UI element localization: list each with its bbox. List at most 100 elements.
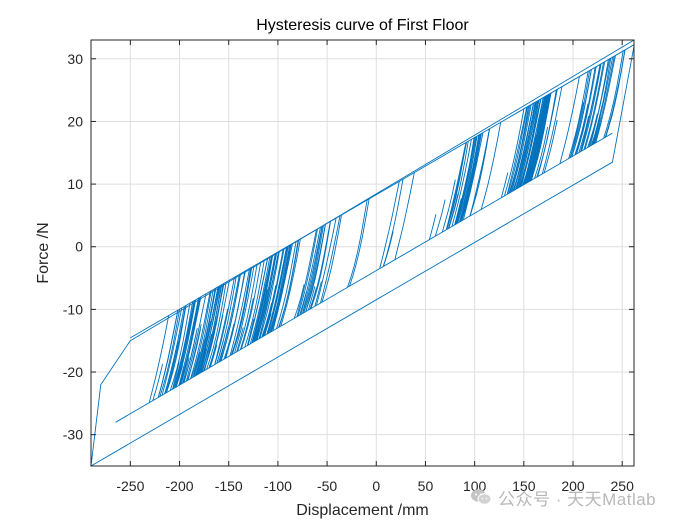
loop-branch xyxy=(605,84,620,138)
x-axis-title: Displacement /mm xyxy=(296,502,428,519)
y-tick-labels: -30 -20 -10 0 10 20 30 xyxy=(63,51,83,443)
loop-branch xyxy=(462,132,484,220)
loop-branch xyxy=(595,55,616,143)
x-tick-label: 0 xyxy=(372,478,380,494)
loop-branch xyxy=(178,298,199,386)
watermark: 公众号 · 天天Matlab xyxy=(470,484,656,510)
x-tick-label: 50 xyxy=(418,478,434,494)
loop-branch xyxy=(541,86,563,175)
loop-branch xyxy=(201,284,223,372)
loop-branch xyxy=(441,179,456,233)
loop-branch xyxy=(272,243,293,331)
loop-branch xyxy=(268,245,289,334)
loop-branch xyxy=(214,277,235,365)
loop-branch xyxy=(196,348,204,376)
y-tick-label: -10 xyxy=(63,301,83,317)
loop-branch xyxy=(280,238,301,327)
loop-branch xyxy=(169,303,191,391)
loop-branch xyxy=(258,251,280,339)
loop-branch xyxy=(185,293,207,382)
loop-branch xyxy=(191,290,212,379)
loop-branch xyxy=(583,62,604,150)
loop-branch xyxy=(451,139,472,227)
tick-marks xyxy=(91,40,634,466)
loop-branch xyxy=(524,96,546,185)
loop-branch xyxy=(293,284,305,319)
wechat-icon xyxy=(471,489,492,505)
loop-branch xyxy=(236,327,244,352)
loop-branch xyxy=(571,69,592,157)
y-tick-label: 20 xyxy=(67,113,83,129)
loop-branch xyxy=(225,270,246,359)
x-tick-label: -250 xyxy=(116,478,144,494)
loop-branch xyxy=(216,339,224,364)
x-tick-label: 200 xyxy=(561,478,585,494)
y-tick-label: -20 xyxy=(63,364,83,380)
loop-branch xyxy=(219,274,240,362)
loop-branch xyxy=(594,56,615,144)
loop-branch xyxy=(200,285,221,373)
loop-branch xyxy=(263,248,284,337)
loop-branch xyxy=(593,116,601,145)
loop-branch xyxy=(305,224,326,312)
loop-branch xyxy=(190,291,211,379)
loop-branch xyxy=(152,363,164,401)
chart-title: Hysteresis curve of First Floor xyxy=(256,17,469,34)
loop-branch xyxy=(256,252,278,340)
loop-branch xyxy=(276,241,297,329)
loop-branch xyxy=(456,136,478,224)
loop-branch xyxy=(178,298,200,386)
loop-branch xyxy=(239,297,254,350)
loop-branch xyxy=(261,302,273,338)
axes-box xyxy=(90,39,635,467)
x-tick-label: 250 xyxy=(611,478,635,494)
loop-branch xyxy=(148,315,170,403)
loop-branch xyxy=(183,328,198,383)
loop-branch xyxy=(559,76,580,164)
loop-branch xyxy=(456,186,467,224)
envelope-upper xyxy=(91,40,634,466)
loop-branch xyxy=(320,215,341,304)
loop-branch xyxy=(303,225,324,313)
watermark-text: 公众号 · 天天Matlab xyxy=(498,489,657,509)
loop-branch xyxy=(543,119,558,173)
loop-branch xyxy=(172,362,180,390)
loop-branch xyxy=(310,221,331,309)
loop-branch xyxy=(267,246,288,334)
loop-branch xyxy=(568,71,589,159)
loop-branch xyxy=(347,200,368,288)
loop-branch xyxy=(180,296,202,385)
loop-branch xyxy=(278,239,300,328)
y-tick-label: -30 xyxy=(63,427,83,443)
loop-branch xyxy=(574,103,589,156)
loop-branch xyxy=(428,214,437,240)
loop-branch xyxy=(307,286,316,311)
loop-branch xyxy=(379,181,400,269)
loop-branch xyxy=(237,264,258,352)
loop-branch xyxy=(382,179,404,267)
loop-branch xyxy=(247,257,269,346)
y-tick-label: 0 xyxy=(75,239,83,255)
loop-branch xyxy=(198,286,219,374)
loop-branch xyxy=(206,282,227,370)
loop-branch xyxy=(297,228,318,317)
x-tick-label: -150 xyxy=(215,478,243,494)
loop-branch xyxy=(455,137,476,225)
loop-branch xyxy=(231,267,253,355)
y-tick-label: 10 xyxy=(67,176,83,192)
loop-branch xyxy=(161,307,183,396)
loop-branch xyxy=(192,351,201,378)
loop-branch xyxy=(448,141,469,229)
loop-branch xyxy=(182,357,190,384)
loop-branch xyxy=(157,310,179,398)
loop-branch xyxy=(296,229,317,317)
loop-branch xyxy=(511,104,532,192)
loop-branch xyxy=(506,107,528,195)
loop-branch xyxy=(174,300,195,389)
y-tick-label: 30 xyxy=(67,51,83,67)
loop-branch xyxy=(164,341,179,394)
loop-branch xyxy=(516,101,537,189)
loop-branch xyxy=(578,115,590,153)
loop-branch xyxy=(434,199,446,237)
loop-branch xyxy=(229,268,251,356)
